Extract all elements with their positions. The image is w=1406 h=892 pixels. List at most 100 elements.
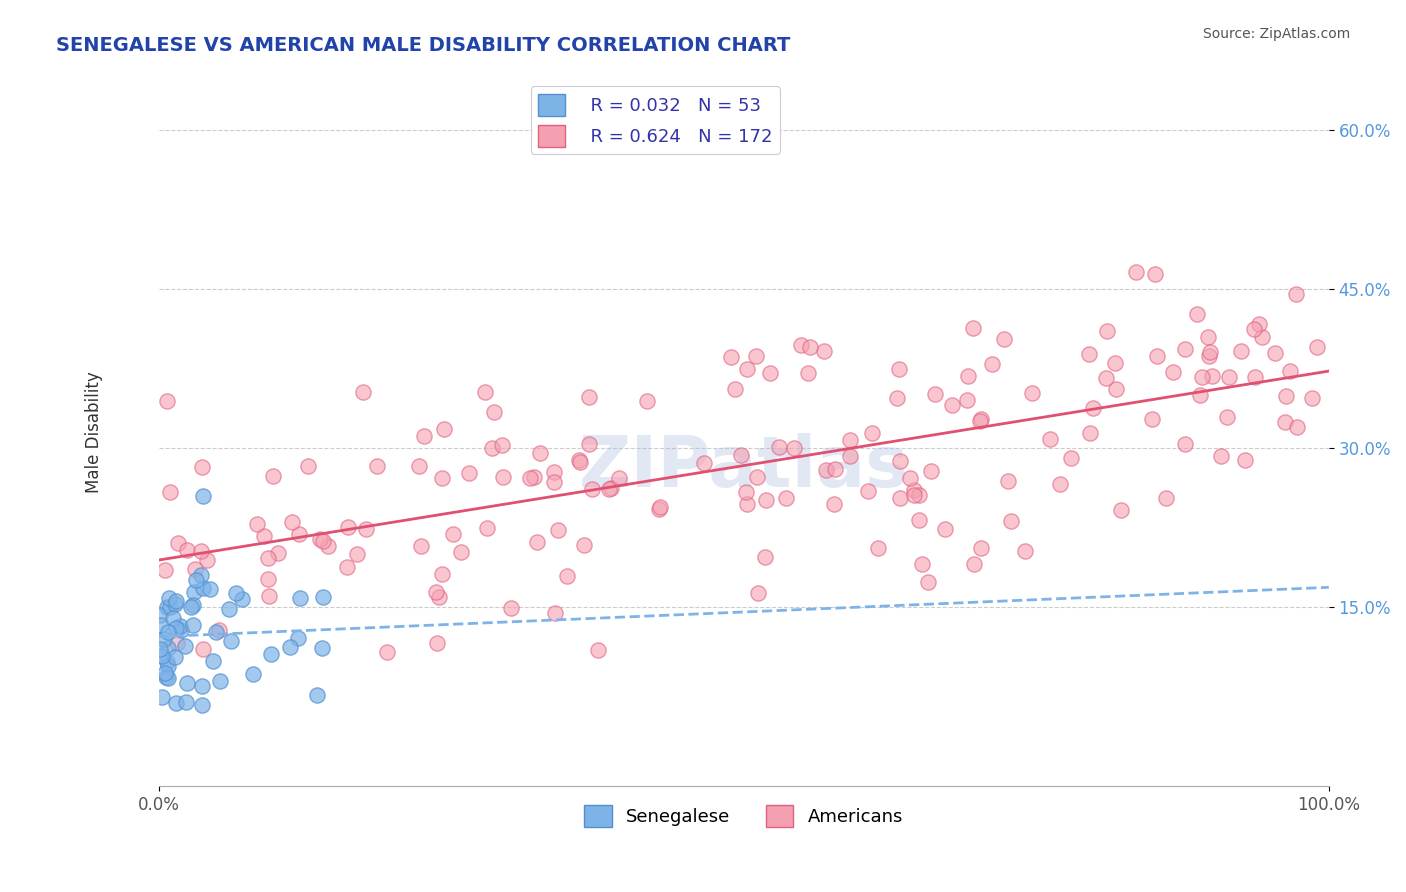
Point [598,482,620,496]
Point [492,470,515,484]
Point [242,667,264,681]
Point [426,635,449,649]
Point [287,631,309,645]
Point [636,393,658,408]
Point [450,545,472,559]
Point [523,470,546,484]
Point [318,539,340,553]
Point [375,645,398,659]
Point [1306,340,1329,354]
Point [311,640,333,655]
Point [180,600,202,615]
Point [903,487,925,501]
Point [898,470,921,484]
Point [152,632,174,646]
Point [191,679,214,693]
Point [1146,349,1168,363]
Point [1174,342,1197,356]
Point [519,470,541,484]
Point [305,688,328,702]
Point [256,572,278,586]
Point [1049,477,1071,491]
Point [205,625,228,640]
Point [941,398,963,412]
Point [692,456,714,470]
Point [887,362,910,376]
Point [257,589,280,603]
Point [366,459,388,474]
Point [190,544,212,558]
Point [908,513,931,527]
Point [280,516,302,530]
Point [920,465,942,479]
Point [775,491,797,505]
Point [578,437,600,451]
Point [1211,449,1233,463]
Point [155,670,177,684]
Point [191,460,214,475]
Point [839,449,862,463]
Point [312,590,335,604]
Point [411,540,433,554]
Point [198,582,221,596]
Point [174,640,197,654]
Point [499,601,522,615]
Point [1264,346,1286,360]
Point [747,586,769,600]
Point [208,623,231,637]
Point [169,619,191,633]
Point [824,462,846,476]
Point [1243,370,1265,384]
Point [474,385,496,400]
Point [1142,412,1164,426]
Point [441,527,464,541]
Point [257,551,280,566]
Point [184,574,207,588]
Point [195,553,218,567]
Point [910,557,932,571]
Point [969,414,991,428]
Point [153,665,176,680]
Point [544,607,567,621]
Point [839,433,862,447]
Point [759,366,782,380]
Text: Source: ZipAtlas.com: Source: ZipAtlas.com [1202,27,1350,41]
Point [253,528,276,542]
Point [797,366,820,380]
Point [149,607,172,622]
Point [354,522,377,536]
Point [1201,368,1223,383]
Point [814,463,837,477]
Point [648,500,671,515]
Point [174,695,197,709]
Point [588,642,610,657]
Point [970,412,993,426]
Point [149,641,172,656]
Point [156,599,179,614]
Point [201,654,224,668]
Point [159,484,181,499]
Point [433,422,456,436]
Point [191,642,214,657]
Point [1185,307,1208,321]
Point [735,362,758,376]
Point [1060,450,1083,465]
Point [156,655,179,669]
Point [408,458,430,473]
Point [529,446,551,460]
Point [157,658,180,673]
Point [993,332,1015,346]
Point [165,594,187,608]
Point [181,618,204,632]
Point [1154,491,1177,505]
Point [165,696,187,710]
Point [1094,371,1116,385]
Point [183,585,205,599]
Point [219,633,242,648]
Point [218,602,240,616]
Point [600,481,623,495]
Point [1285,286,1308,301]
Point [491,438,513,452]
Point [526,535,548,549]
Point [790,338,813,352]
